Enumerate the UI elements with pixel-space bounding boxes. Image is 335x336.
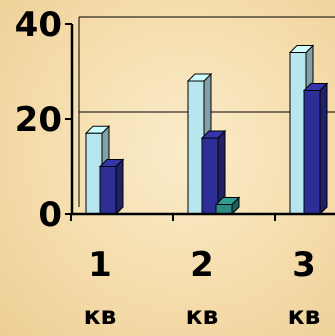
y-tick-label: 40 [15,5,62,45]
bar-front [215,204,233,215]
y-tick-label: 0 [38,195,62,235]
y-tick-label: 20 [15,100,62,140]
x-tick-label: 3 [292,245,316,285]
bar-front [303,90,321,215]
bar-side [115,158,124,216]
bar-front [201,137,219,215]
x-tick-sublabel: кв [84,301,117,330]
bar [98,158,125,216]
bar-front [99,166,117,215]
x-tick-sublabel: кв [186,301,219,330]
bar-side [319,82,328,216]
axes [65,17,335,221]
bars [84,44,329,216]
tick-labels: 020401кв2кв3кв4кв [15,5,321,330]
x-tick-sublabel: кв [288,301,321,330]
x-tick-label: 1 [88,245,112,285]
x-tick-label: 2 [190,245,214,285]
bar [302,82,329,216]
